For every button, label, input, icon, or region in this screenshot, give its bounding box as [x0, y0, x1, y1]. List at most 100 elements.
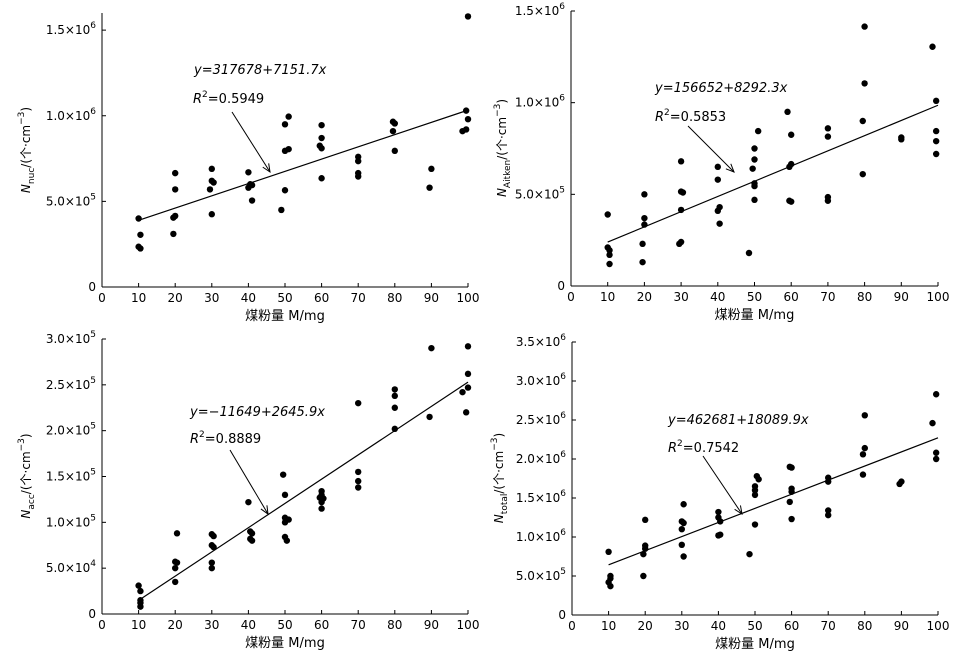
data-point: [318, 175, 325, 182]
y-tick-label: 0: [88, 280, 96, 294]
x-tick-label: 90: [894, 290, 909, 304]
x-tick-label: 20: [168, 291, 183, 305]
data-point: [208, 211, 215, 218]
data-point: [755, 476, 762, 483]
data-point: [680, 519, 687, 527]
data-point: [428, 344, 435, 352]
data-point: [137, 603, 144, 610]
data-point: [824, 125, 832, 132]
data-point: [642, 516, 649, 524]
annotation-arrow: [229, 449, 269, 515]
data-point: [248, 197, 256, 204]
data-point: [676, 240, 683, 248]
x-tick-label: 10: [601, 619, 616, 633]
x-tick-label: 20: [168, 618, 183, 632]
data-point: [208, 559, 215, 566]
data-point: [391, 386, 398, 393]
data-point: [170, 230, 177, 238]
y-tick-label: 0: [557, 279, 565, 293]
data-point: [172, 186, 179, 193]
data-point: [677, 206, 685, 214]
data-point: [278, 206, 285, 214]
y-tick-label: 2.0×105: [46, 422, 96, 438]
data-point: [639, 258, 646, 266]
y-tick-label: 2.5×106: [516, 411, 566, 427]
data-point: [462, 409, 470, 416]
x-tick-label: 0: [98, 291, 106, 305]
data-point: [318, 145, 325, 152]
y-tick-label: 1.5×105: [46, 468, 96, 484]
data-point: [605, 548, 612, 556]
data-point: [281, 121, 289, 128]
x-tick-label: 100: [457, 618, 480, 632]
data-point: [464, 13, 472, 20]
data-point: [248, 537, 256, 544]
annotation-arrow: [687, 125, 735, 173]
arrow-head-icon: [734, 505, 743, 516]
data-point: [135, 215, 142, 222]
arrow-head-icon: [725, 163, 735, 173]
data-point: [640, 550, 647, 558]
x-tick-label: 90: [894, 619, 909, 633]
r-squared-label: R2=0.7542: [668, 439, 739, 456]
data-point: [391, 425, 398, 433]
data-point: [607, 582, 614, 590]
data-point: [391, 392, 398, 400]
data-point: [932, 455, 940, 463]
data-point: [861, 412, 868, 419]
data-point: [751, 182, 758, 190]
data-point: [751, 521, 759, 528]
data-point: [859, 451, 867, 458]
data-point: [283, 537, 291, 544]
data-point: [172, 564, 179, 572]
x-tick-label: 80: [387, 618, 402, 632]
data-point: [355, 484, 362, 491]
data-point: [932, 97, 940, 105]
data-point: [641, 191, 648, 198]
data-point: [749, 165, 756, 172]
regression-line: [607, 104, 939, 243]
data-point: [824, 197, 832, 204]
x-tick-label: 10: [131, 618, 146, 632]
x-tick-label: 0: [98, 618, 106, 632]
data-point: [932, 449, 940, 456]
data-point: [459, 127, 466, 135]
data-point: [929, 43, 936, 50]
data-point: [604, 211, 611, 218]
regression-line: [138, 381, 469, 601]
x-tick-label: 50: [277, 291, 292, 305]
data-point: [606, 251, 613, 259]
regression-equation: y=317678+7151.7x: [193, 63, 327, 78]
data-point: [932, 137, 940, 145]
arrow-head-icon: [260, 505, 269, 516]
data-point: [208, 564, 215, 572]
data-point: [355, 477, 362, 485]
data-point: [788, 464, 795, 471]
y-tick-label: 2.0×106: [516, 450, 566, 466]
data-point: [714, 163, 721, 171]
data-point: [751, 491, 759, 499]
x-tick-label: 40: [241, 618, 256, 632]
data-point: [861, 444, 868, 452]
x-tick-label: 60: [784, 290, 799, 304]
arrow-head-icon: [262, 163, 271, 174]
x-tick-label: 30: [204, 291, 219, 305]
x-tick-label: 0: [568, 619, 576, 633]
data-point: [751, 156, 758, 163]
regression-line: [138, 109, 469, 221]
data-point: [245, 169, 252, 176]
y-tick-label: 3.5×106: [516, 333, 566, 349]
x-tick-label: 70: [351, 291, 366, 305]
x-tick-label: 30: [674, 619, 689, 633]
data-point: [859, 471, 867, 478]
x-tick-label: 0: [567, 290, 575, 304]
data-point: [281, 147, 289, 155]
data-point: [932, 150, 940, 158]
x-tick-label: 20: [638, 619, 653, 633]
x-tick-label: 80: [857, 619, 872, 633]
x-tick-label: 100: [457, 291, 480, 305]
data-point: [680, 501, 687, 508]
x-tick-label: 20: [637, 290, 652, 304]
data-point: [717, 518, 724, 525]
data-point: [464, 370, 472, 378]
